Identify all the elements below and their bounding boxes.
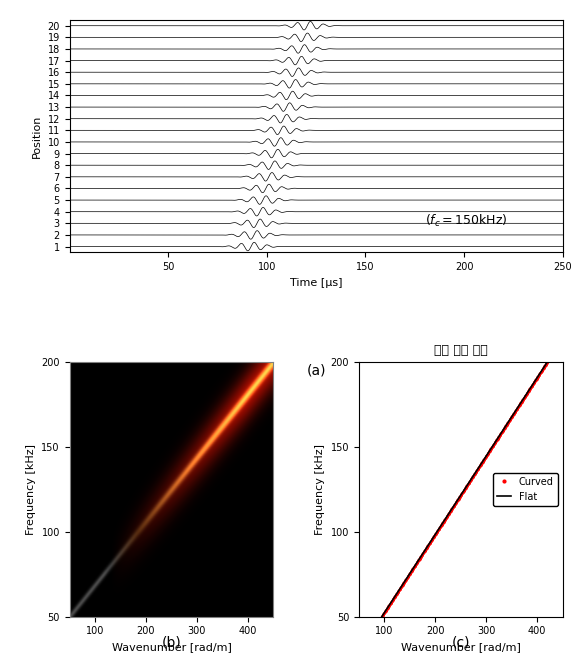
Flat [476, 463, 483, 471]
Curved [499, 428, 506, 436]
Legend: Curved, Flat: Curved, Flat [493, 473, 558, 506]
Curved [498, 429, 505, 437]
Curved [444, 512, 451, 520]
Curved [483, 452, 490, 460]
X-axis label: Wavenumber [rad/m]: Wavenumber [rad/m] [401, 642, 521, 652]
Line: Flat: Flat [382, 362, 548, 617]
Line: Curved: Curved [380, 361, 549, 618]
Flat [544, 358, 551, 366]
Flat [503, 421, 510, 429]
Text: $(f_c = 150\mathrm{kHz})$: $(f_c = 150\mathrm{kHz})$ [425, 213, 508, 229]
Curved [398, 582, 405, 590]
Flat [489, 443, 496, 451]
Curved [432, 530, 439, 538]
Flat [408, 568, 415, 575]
Y-axis label: Frequency [kHz]: Frequency [kHz] [315, 444, 325, 535]
Flat [421, 547, 428, 555]
X-axis label: Time [μs]: Time [μs] [290, 278, 342, 288]
X-axis label: Wavenumber [rad/m]: Wavenumber [rad/m] [111, 642, 231, 652]
Text: (a): (a) [306, 363, 326, 378]
Y-axis label: Frequency [kHz]: Frequency [kHz] [26, 444, 36, 535]
Curved [378, 613, 385, 621]
Title: 해석 결과 비교: 해석 결과 비교 [434, 343, 488, 357]
Curved [544, 358, 551, 366]
Text: (c): (c) [451, 635, 470, 650]
Flat [378, 613, 385, 621]
Y-axis label: Position: Position [32, 115, 42, 158]
Flat [453, 497, 460, 505]
Text: (b): (b) [162, 635, 182, 650]
